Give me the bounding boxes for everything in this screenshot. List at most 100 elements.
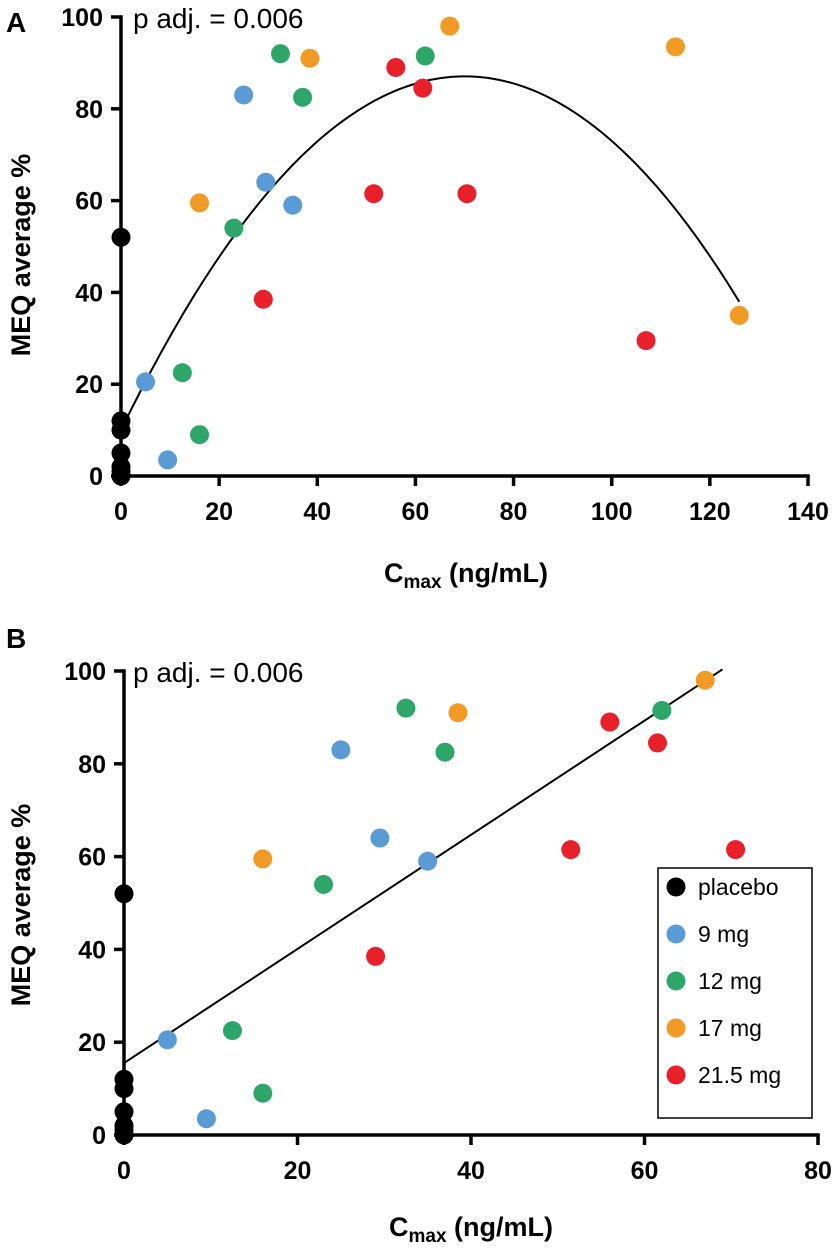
panel-a-point-21-5-mg bbox=[364, 184, 384, 204]
panel-a-point-17-mg bbox=[300, 48, 320, 68]
panel-b-point-17-mg bbox=[448, 703, 468, 723]
panel-a-point-21-5-mg bbox=[253, 289, 273, 309]
panel-a-point-21-5-mg bbox=[457, 184, 477, 204]
panel-b-point-9-mg bbox=[196, 1109, 216, 1129]
panel-b-point-21-5-mg bbox=[600, 712, 620, 732]
panel-a-point-12-mg bbox=[172, 363, 192, 383]
panel-a-y-axis-label: MEQ average % bbox=[6, 154, 36, 357]
legend-marker-12-mg bbox=[666, 971, 686, 991]
panel-b-point-12-mg bbox=[253, 1083, 273, 1103]
panel-a-point-21-5-mg bbox=[413, 78, 433, 98]
panel-a-point-17-mg bbox=[190, 193, 210, 213]
panel-b-point-21-5-mg bbox=[648, 733, 668, 753]
panel-b-point-12-mg bbox=[396, 698, 416, 718]
panel-b-x-tick-label: 20 bbox=[284, 1157, 312, 1185]
panel-a-point-9-mg bbox=[256, 172, 276, 192]
panel-a-axes: 0 20 40 60 80 100 0 20 40 60 80 100 120 140 bbox=[61, 4, 829, 526]
panel-a-y-tick-label: 100 bbox=[61, 4, 103, 32]
panel-b-y-tick-label: 0 bbox=[92, 1122, 106, 1150]
panel-a-point-placebo bbox=[111, 466, 131, 486]
panel-b-x-label-sub: max bbox=[408, 1226, 446, 1247]
legend-marker-placebo bbox=[666, 877, 686, 897]
panel-b-points bbox=[114, 670, 746, 1145]
panel-a-point-9-mg bbox=[158, 450, 178, 470]
panel-b-point-placebo bbox=[114, 1125, 134, 1145]
panel-a-x-label-unit: (ng/mL) bbox=[442, 558, 548, 588]
panel-a-point-12-mg bbox=[415, 46, 435, 66]
panel-a-point-placebo bbox=[111, 227, 131, 247]
legend-label-12-mg: 12 mg bbox=[698, 968, 762, 994]
panel-b-point-17-mg bbox=[695, 670, 715, 690]
legend-label-placebo: placebo bbox=[698, 874, 779, 900]
panel-b-point-placebo bbox=[114, 1102, 134, 1122]
legend-marker-9-mg bbox=[666, 924, 686, 944]
panel-b-point-12-mg bbox=[222, 1021, 242, 1041]
panel-b-point-17-mg bbox=[253, 849, 273, 869]
panel-b-label: B bbox=[6, 623, 26, 654]
panel-a-x-tick-label: 0 bbox=[114, 498, 128, 526]
panel-b-x-tick-label: 0 bbox=[117, 1157, 131, 1185]
panel-a-y-tick-label: 40 bbox=[75, 279, 103, 307]
panel-a-point-9-mg bbox=[234, 85, 254, 105]
panel-b-point-21-5-mg bbox=[726, 840, 746, 860]
panel-a-point-9-mg bbox=[283, 195, 303, 215]
panel-a-point-9-mg bbox=[136, 372, 156, 392]
panel-a-x-label-sub: max bbox=[403, 572, 441, 593]
legend-marker-21-5-mg bbox=[666, 1065, 686, 1085]
panel-a-point-12-mg bbox=[270, 44, 290, 64]
panel-a-x-tick-label: 120 bbox=[689, 498, 731, 526]
panel-a-point-21-5-mg bbox=[636, 331, 656, 351]
panel-b-x-label-unit: (ng/mL) bbox=[447, 1212, 553, 1242]
panel-a-pvalue: p adj. = 0.006 bbox=[133, 3, 303, 34]
panel-b-point-21-5-mg bbox=[561, 840, 581, 860]
panel-b-x-tick-label: 60 bbox=[631, 1157, 659, 1185]
panel-a-point-17-mg bbox=[440, 16, 460, 36]
panel-a-point-placebo bbox=[111, 443, 131, 463]
panel-b: B p adj. = 0.006 MEQ average % Cmax (ng/… bbox=[6, 623, 832, 1247]
legend-marker-17-mg bbox=[666, 1018, 686, 1038]
panel-a-x-tick-label: 60 bbox=[402, 498, 430, 526]
panel-b-x-tick-label: 80 bbox=[804, 1157, 832, 1185]
panel-a: A p adj. = 0.006 MEQ average % Cmax (ng/… bbox=[6, 3, 829, 593]
panel-b-point-9-mg bbox=[418, 851, 438, 871]
panel-a-point-17-mg bbox=[666, 37, 686, 57]
panel-b-point-placebo bbox=[114, 884, 134, 904]
panel-b-x-label-main: C bbox=[389, 1212, 409, 1242]
panel-b-point-9-mg bbox=[370, 828, 390, 848]
panel-a-y-tick-label: 20 bbox=[75, 371, 103, 399]
panel-b-point-12-mg bbox=[314, 874, 334, 894]
panel-b-x-tick-label: 40 bbox=[457, 1157, 485, 1185]
panel-b-y-tick-label: 80 bbox=[78, 751, 106, 779]
panel-a-point-placebo bbox=[111, 420, 131, 440]
panel-b-point-12-mg bbox=[435, 742, 455, 762]
panel-a-point-17-mg bbox=[729, 305, 749, 325]
panel-b-y-tick-label: 100 bbox=[64, 658, 106, 686]
panel-a-y-tick-label: 60 bbox=[75, 188, 103, 216]
panel-a-x-axis-label: Cmax (ng/mL) bbox=[384, 558, 548, 593]
panel-b-point-21-5-mg bbox=[366, 946, 386, 966]
panel-a-x-tick-label: 80 bbox=[500, 498, 528, 526]
panel-a-point-12-mg bbox=[190, 425, 210, 445]
panel-a-x-tick-label: 140 bbox=[787, 498, 829, 526]
panel-a-fit-curve bbox=[120, 75, 741, 431]
panel-a-label: A bbox=[6, 7, 26, 38]
panel-a-y-tick-label: 80 bbox=[75, 96, 103, 124]
panel-a-point-12-mg bbox=[224, 218, 244, 238]
panel-a-point-21-5-mg bbox=[386, 57, 406, 77]
panel-a-x-label-main: C bbox=[384, 558, 404, 588]
panel-b-x-axis-label: Cmax (ng/mL) bbox=[389, 1212, 553, 1247]
panel-b-y-tick-label: 20 bbox=[78, 1029, 106, 1057]
panel-a-y-tick-label: 0 bbox=[89, 463, 103, 491]
legend-label-21-5-mg: 21.5 mg bbox=[698, 1062, 781, 1088]
panel-b-y-axis-label: MEQ average % bbox=[6, 804, 36, 1007]
legend: placebo 9 mg 12 mg 17 mg 21.5 mg bbox=[657, 867, 813, 1119]
panel-a-x-tick-label: 20 bbox=[205, 498, 233, 526]
legend-label-17-mg: 17 mg bbox=[698, 1015, 762, 1041]
panel-b-y-tick-label: 60 bbox=[78, 844, 106, 872]
panel-b-point-9-mg bbox=[331, 740, 351, 760]
panel-a-points bbox=[111, 16, 749, 486]
panel-a-x-tick-label: 100 bbox=[591, 498, 633, 526]
panel-a-fit bbox=[120, 75, 741, 431]
panel-b-point-12-mg bbox=[652, 700, 672, 720]
